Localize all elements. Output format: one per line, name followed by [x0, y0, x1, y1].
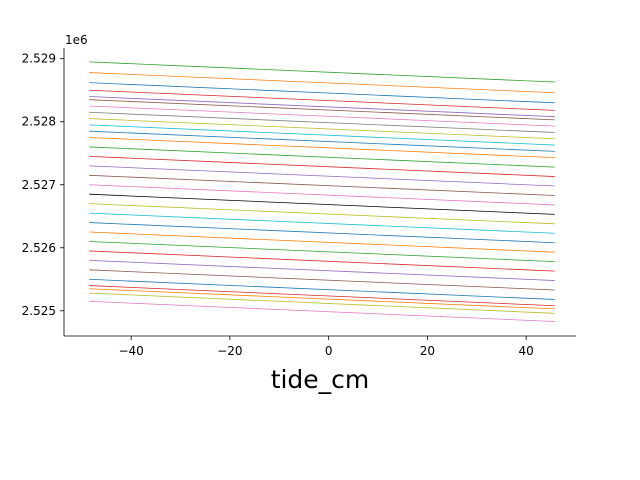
line	[89, 300, 555, 322]
line	[89, 222, 555, 244]
line	[89, 292, 555, 314]
line	[89, 285, 555, 307]
line	[89, 146, 555, 168]
line	[89, 130, 555, 152]
line	[89, 89, 555, 111]
line	[89, 269, 555, 291]
line	[89, 288, 555, 310]
line	[89, 105, 555, 127]
x-tick-label: −20	[217, 344, 242, 358]
line	[89, 212, 555, 234]
line	[89, 72, 555, 94]
line	[89, 184, 555, 206]
line	[89, 174, 555, 196]
line	[89, 118, 555, 140]
line	[89, 155, 555, 177]
x-axis-label: tide_cm	[271, 365, 370, 394]
line	[89, 124, 555, 146]
line	[89, 96, 555, 118]
line	[89, 278, 555, 300]
y-tick-label: 2.525	[22, 304, 56, 318]
x-tick-label: 0	[325, 344, 333, 358]
y-tick-label: 2.527	[22, 178, 56, 192]
x-tick-label: 20	[420, 344, 435, 358]
line	[89, 165, 555, 187]
line	[89, 259, 555, 281]
line	[89, 61, 555, 83]
y-tick-label: 2.528	[22, 115, 56, 129]
x-tick-label: −40	[118, 344, 143, 358]
line	[89, 193, 555, 215]
y-tick-label: 2.529	[22, 52, 56, 66]
line	[89, 203, 555, 225]
line	[89, 82, 555, 104]
line	[89, 111, 555, 133]
y-tick-label: 2.526	[22, 241, 56, 255]
line	[89, 137, 555, 159]
offset-label: 1e6	[65, 33, 88, 47]
line	[89, 241, 555, 263]
x-tick-label: 40	[518, 344, 533, 358]
line	[89, 99, 555, 121]
line	[89, 231, 555, 253]
line	[89, 250, 555, 272]
